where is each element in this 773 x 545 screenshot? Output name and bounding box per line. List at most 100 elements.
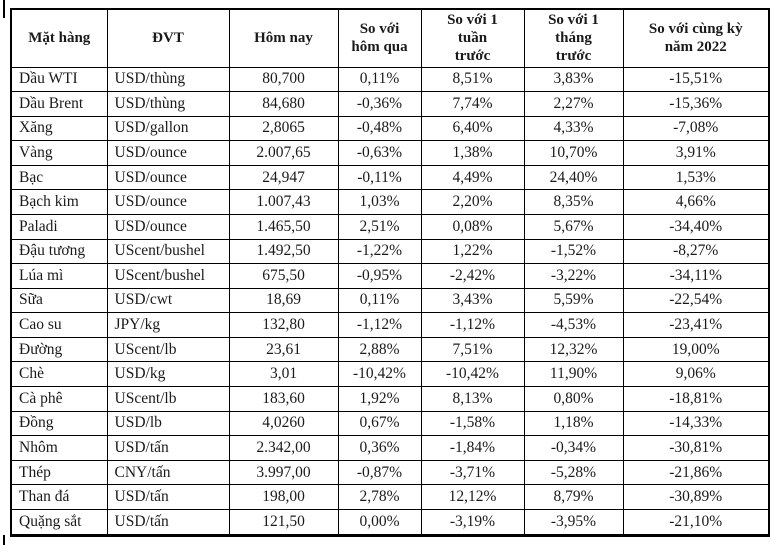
value-cell: 24,947 [228, 164, 339, 191]
table-row: Dầu Brent USD/thùng 84,680 -0,36% 7,74% 2,27%… [10, 91, 770, 117]
value-cell: -14,33% [622, 410, 770, 437]
value-cell: -1,12% [420, 312, 525, 338]
unit-cell: USD/cwt [106, 287, 230, 314]
value-cell: 2.342,00 [228, 435, 339, 461]
value-cell: 2,78% [337, 484, 422, 510]
value-cell: 5,67% [523, 213, 624, 240]
table-row: Sữa USD/cwt 18,69 0,11% 3,43% 5,59% -22,54% [10, 287, 770, 314]
value-cell: 4,0260 [228, 410, 339, 437]
table-row: Bạch kim USD/ounce 1.007,43 1,03% 2,20% 8,35%… [10, 189, 770, 215]
value-cell: 2.007,65 [228, 140, 339, 166]
table-row: Đường UScent/lb 23,61 2,88% 7,51% 12,32% 19,00… [10, 336, 770, 363]
value-cell: 675,50 [228, 263, 339, 289]
value-cell: 4,33% [523, 115, 624, 142]
unit-cell: USD/lb [106, 410, 230, 437]
value-cell: -10,42% [420, 361, 525, 388]
commodity-name-cell: Thép [10, 459, 108, 486]
column-header-1: ĐVT [106, 8, 230, 68]
commodity-name-cell: Lúa mì [10, 263, 108, 289]
commodity-price-table: Mặt hàng ĐVT Hôm nay So với hôm qua So với 1… [10, 8, 770, 537]
commodity-name-cell: Quặng sắt [10, 508, 108, 537]
value-cell: -23,41% [622, 312, 770, 338]
value-cell: 2,27% [523, 91, 624, 117]
table-row: Nhôm USD/tấn 2.342,00 0,36% -1,84% -0,34% -30,… [10, 435, 770, 461]
value-cell: -21,86% [622, 459, 770, 486]
unit-cell: USD/tấn [106, 435, 230, 461]
value-cell: 1,22% [420, 238, 525, 265]
header-row: Mặt hàng ĐVT Hôm nay So với hôm qua So với 1… [10, 8, 770, 68]
value-cell: 3,91% [622, 140, 770, 166]
value-cell: 3,01 [228, 361, 339, 388]
unit-cell: USD/gallon [106, 115, 230, 142]
value-cell: -2,42% [420, 263, 525, 289]
value-cell: 12,32% [523, 336, 624, 363]
value-cell: -0,95% [337, 263, 422, 289]
value-cell: -1,12% [337, 312, 422, 338]
table-row: Cà phê UScent/lb 183,60 1,92% 8,13% 0,80% -18,… [10, 386, 770, 412]
commodity-name-cell: Bạch kim [10, 189, 108, 215]
value-cell: 6,40% [420, 115, 525, 142]
unit-cell: JPY/kg [106, 312, 230, 338]
unit-cell: UScent/lb [106, 386, 230, 412]
value-cell: 1,38% [420, 140, 525, 166]
commodity-name-cell: Nhôm [10, 435, 108, 461]
value-cell: -4,53% [523, 312, 624, 338]
commodity-name-cell: Bạc [10, 164, 108, 191]
crop-artifact-top [3, 0, 5, 18]
value-cell: 198,00 [228, 484, 339, 510]
value-cell: -34,11% [622, 263, 770, 289]
value-cell: 11,90% [523, 361, 624, 388]
value-cell: 0,36% [337, 435, 422, 461]
value-cell: -3,95% [523, 508, 624, 537]
value-cell: 4,49% [420, 164, 525, 191]
value-cell: -3,71% [420, 459, 525, 486]
value-cell: 8,13% [420, 386, 525, 412]
commodity-name-cell: Đường [10, 336, 108, 363]
commodity-name-cell: Cà phê [10, 386, 108, 412]
value-cell: 0,08% [420, 213, 525, 240]
value-cell: 10,70% [523, 140, 624, 166]
value-cell: -1,58% [420, 410, 525, 437]
value-cell: -8,27% [622, 238, 770, 265]
value-cell: -1,52% [523, 238, 624, 265]
value-cell: 12,12% [420, 484, 525, 510]
commodity-name-cell: Dầu WTI [10, 66, 108, 93]
value-cell: 5,59% [523, 287, 624, 314]
table-row: Than đá USD/tấn 198,00 2,78% 12,12% 8,79% -30,… [10, 484, 770, 510]
commodity-name-cell: Chè [10, 361, 108, 388]
value-cell: 1.007,43 [228, 189, 339, 215]
column-header-4: So với 1 tuần trước [420, 8, 525, 68]
table-row: Vàng USD/ounce 2.007,65 -0,63% 1,38% 10,70% 3,… [10, 140, 770, 166]
table-body: Dầu WTI USD/thùng 80,700 0,11% 8,51% 3,83% -15… [10, 66, 770, 537]
value-cell: -18,81% [622, 386, 770, 412]
value-cell: 4,66% [622, 189, 770, 215]
value-cell: 2,88% [337, 336, 422, 363]
value-cell: 1.492,50 [228, 238, 339, 265]
table-row: Xăng USD/gallon 2,8065 -0,48% 6,40% 4,33% -7,0… [10, 115, 770, 142]
crop-artifact-bottom [3, 535, 5, 545]
value-cell: 1,53% [622, 164, 770, 191]
value-cell: 3,83% [523, 66, 624, 93]
commodity-name-cell: Xăng [10, 115, 108, 142]
value-cell: -0,87% [337, 459, 422, 486]
unit-cell: UScent/bushel [106, 263, 230, 289]
value-cell: 2,51% [337, 213, 422, 240]
commodity-name-cell: Vàng [10, 140, 108, 166]
value-cell: -15,51% [622, 66, 770, 93]
value-cell: 8,79% [523, 484, 624, 510]
value-cell: -0,11% [337, 164, 422, 191]
table-row: Đậu tương UScent/bushel 1.492,50 -1,22% 1,22… [10, 238, 770, 265]
commodity-name-cell: Paladi [10, 213, 108, 240]
value-cell: 0,80% [523, 386, 624, 412]
value-cell: -7,08% [622, 115, 770, 142]
column-header-0: Mặt hàng [10, 8, 108, 68]
value-cell: 0,11% [337, 287, 422, 314]
value-cell: 1,18% [523, 410, 624, 437]
commodity-name-cell: Đồng [10, 410, 108, 437]
unit-cell: USD/ounce [106, 164, 230, 191]
unit-cell: USD/tấn [106, 484, 230, 510]
value-cell: -0,48% [337, 115, 422, 142]
value-cell: 1,03% [337, 189, 422, 215]
value-cell: -0,63% [337, 140, 422, 166]
